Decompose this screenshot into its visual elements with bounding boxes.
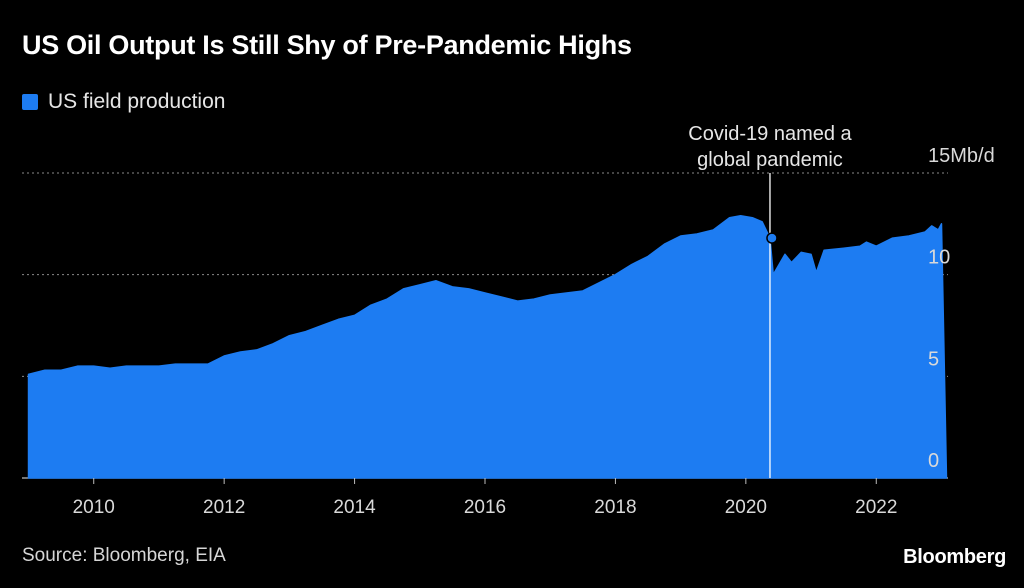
annotation-marker <box>766 232 778 244</box>
x-tick-label-2014: 2014 <box>333 497 376 518</box>
x-tick-label-2020: 2020 <box>725 497 767 518</box>
x-tick-label-2012: 2012 <box>203 497 245 518</box>
x-tick-label-2016: 2016 <box>464 497 506 518</box>
annotation: Covid-19 named a global pandemic <box>688 123 853 478</box>
area-series <box>27 214 948 479</box>
y-axis-labels: 0 5 10 15Mb/d <box>928 145 995 472</box>
x-tick-label-2018: 2018 <box>594 497 636 518</box>
legend-swatch <box>22 94 38 110</box>
x-tick-label-2010: 2010 <box>73 497 115 518</box>
x-tick-label-2022: 2022 <box>855 497 897 518</box>
y-tick-label-0: 0 <box>928 450 939 472</box>
legend-label: US field production <box>48 90 226 113</box>
y-tick-label-5: 5 <box>928 348 939 370</box>
x-axis-labels: 2010 2012 2014 2016 2018 2020 2022 <box>73 478 897 518</box>
source-note: Source: Bloomberg, EIA <box>22 545 226 566</box>
brand-logo: Bloomberg <box>903 546 1006 568</box>
y-tick-label-15: 15Mb/d <box>928 145 995 167</box>
chart-title: US Oil Output Is Still Shy of Pre-Pandem… <box>22 30 632 60</box>
annotation-text-line-2: global pandemic <box>697 149 843 171</box>
series-area-us-field-production <box>27 214 948 479</box>
y-tick-label-10: 10 <box>928 247 950 269</box>
legend: US field production <box>22 90 225 114</box>
annotation-text-line-1: Covid-19 named a <box>688 123 852 145</box>
